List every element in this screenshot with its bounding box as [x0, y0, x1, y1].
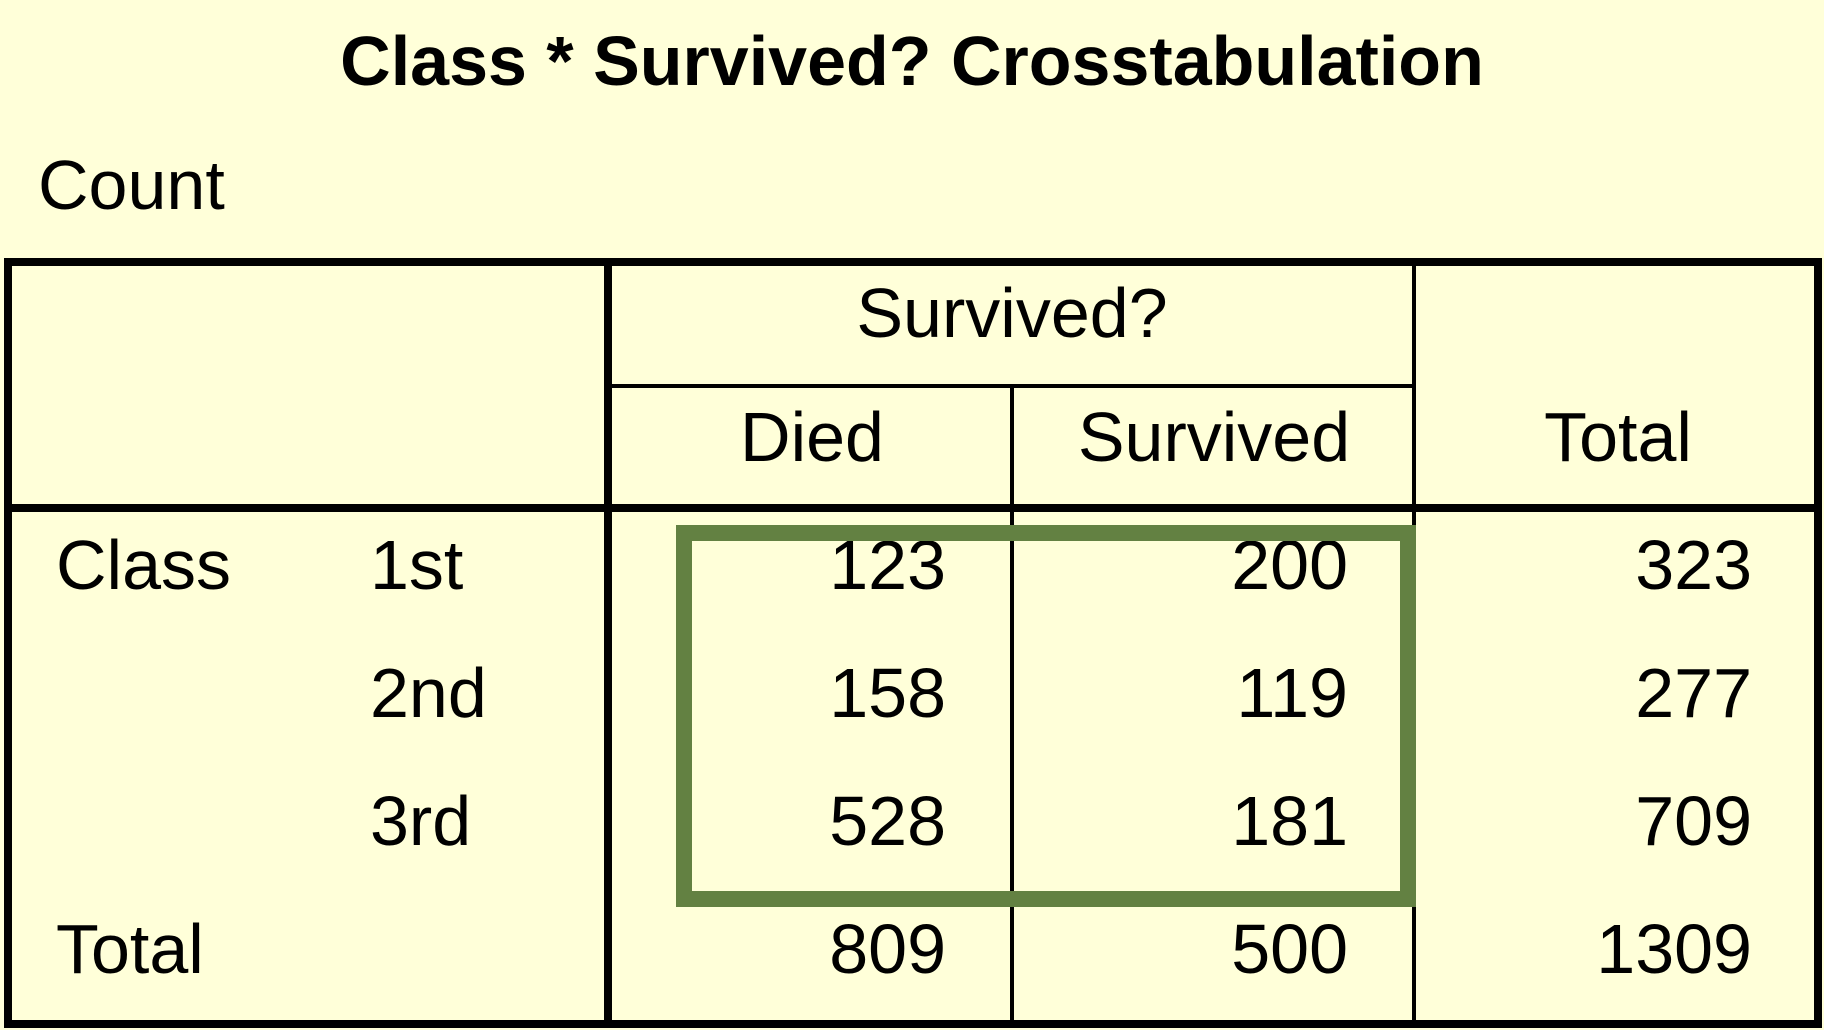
survived-group-header: Survived?	[856, 274, 1168, 352]
column-header-total: Total	[1544, 398, 1692, 476]
column-header-survived: Survived	[1077, 398, 1351, 476]
row-label-1st: 1st	[370, 526, 464, 604]
cell-3rd-died: 528	[829, 782, 946, 860]
count-label: Count	[38, 146, 225, 224]
cell-1st-total: 323	[1635, 526, 1752, 604]
row-label-total: Total	[56, 910, 204, 988]
cell-3rd-total: 709	[1635, 782, 1752, 860]
cell-total-died: 809	[829, 910, 946, 988]
cell-3rd-survived: 181	[1231, 782, 1348, 860]
cell-total-survived: 500	[1231, 910, 1348, 988]
cell-2nd-total: 277	[1635, 654, 1752, 732]
row-variable-label: Class	[56, 526, 232, 604]
column-header-died: Died	[740, 398, 884, 476]
table-title: Class * Survived? Crosstabulation	[340, 22, 1484, 100]
cell-2nd-died: 158	[829, 654, 946, 732]
row-label-2nd: 2nd	[370, 654, 487, 732]
row-label-3rd: 3rd	[370, 782, 472, 860]
highlight-box	[676, 525, 1416, 907]
cell-2nd-survived: 119	[1236, 654, 1348, 732]
cell-grand-total: 1309	[1596, 910, 1752, 988]
